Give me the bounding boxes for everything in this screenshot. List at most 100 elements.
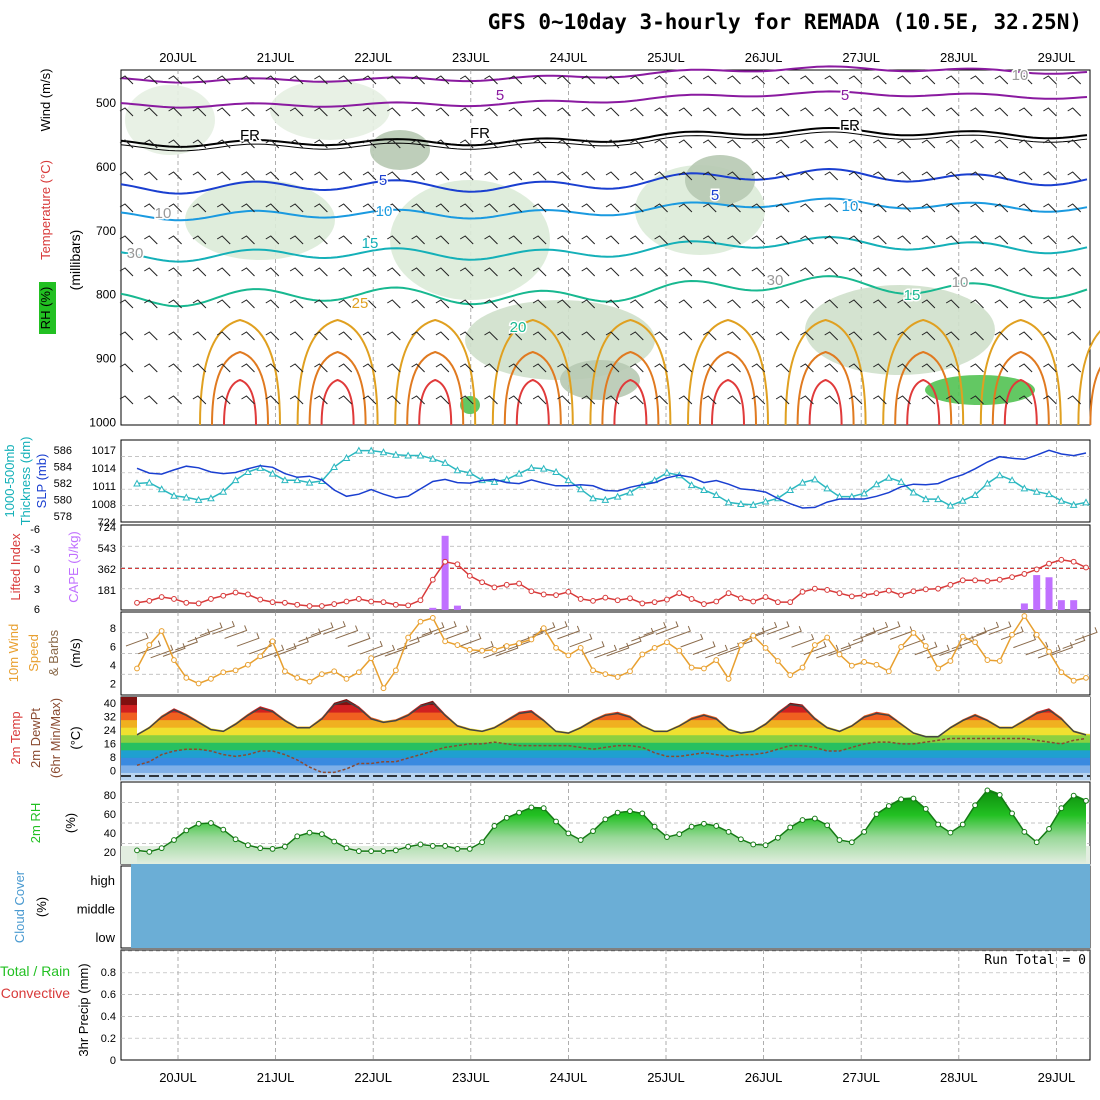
rh-line-point [873,811,880,818]
surface-wind-barb [1000,626,1024,641]
surface-wind-barb [458,633,482,648]
wind-barb [289,331,304,341]
thickness-line-point [355,446,363,454]
wind-speed-line-point [922,643,929,649]
wind-barb [605,171,620,181]
wind-barb [751,331,766,341]
wind-barb [144,107,158,117]
wind-barb [508,363,523,373]
precip-tick: 0 [110,1055,116,1067]
wind-barb [945,171,960,181]
contour-label: 10 [1012,67,1029,84]
thickness-line-point [921,495,930,503]
axis-label: RH (%) [38,287,53,330]
isotherm-30 [406,350,465,426]
lifted-index-line-point [688,596,695,602]
lifted-index-line-point [368,598,375,605]
wind-barb [1067,299,1082,309]
surface-wind-barb [569,633,593,648]
contour-label: 30 [127,245,144,262]
wind-barb [435,107,450,117]
surface-wind-barb [779,626,802,640]
wind-barb [994,235,1009,245]
rh-line-point [898,796,905,803]
rh-line-point [799,817,806,823]
wind-barb [265,267,280,277]
lifted-index-line-point [442,558,449,565]
rh-line-point [972,802,978,809]
wind-barb [387,75,401,85]
axis-label: (%) [63,813,78,833]
wind-barb [192,299,207,309]
wind-barb [1043,363,1057,373]
rh-line-point [306,829,313,836]
wind-barb [144,299,158,309]
temp-tick: 0 [110,766,116,778]
wind-barb [119,203,134,213]
wind-barb [1067,395,1082,405]
wind-barb [654,299,668,309]
wind-barb [411,75,425,85]
wind-barb [654,235,668,245]
pressure-tick: 800 [96,288,116,302]
wind-barb [873,235,887,245]
wind-barb [994,139,1009,149]
wind-barb [873,267,887,277]
wind-barb [484,203,498,213]
rh-shading [685,155,755,205]
wind-barb [435,203,450,213]
rh-line-point [639,810,646,817]
rh-line-point [195,820,202,827]
wind-barb [265,363,280,373]
wind-barb [532,395,547,405]
wind-barb [775,107,790,117]
wind-barb [144,395,158,405]
wind-barb [970,267,984,277]
wind-barb [945,75,960,85]
wind-barb [289,75,304,85]
lifted-index-line-point [1070,558,1077,565]
rh-line-point [269,846,276,852]
day-label-top: 26JUL [745,50,783,65]
wind-barb [216,299,231,309]
contour-label: 20 [510,319,527,336]
wind-barb [1043,299,1057,309]
wind-barb [1043,267,1057,277]
thickness-line-point [182,493,191,501]
wind-barb [338,235,353,245]
contour-label: 5 [379,172,387,189]
wind-barb [630,107,644,117]
rh-line-point [1070,792,1077,799]
lifted-index-line-point [528,588,535,595]
wind-barb [557,139,571,149]
surface-wind-barb [717,642,741,657]
wind-barb [387,139,401,149]
wind-barb [848,107,863,117]
wind-speed-line-point [774,658,781,664]
wind-speed-line-point [479,647,485,654]
wind-speed-line-point [676,647,683,654]
wind-barb [387,363,401,373]
thickness-tick: 586 [54,445,72,457]
thickness-line-point [700,486,708,494]
wind-barb [168,171,182,181]
lifted-index-line-point [614,597,621,604]
wind-barb [921,363,936,373]
rh-tick: 60 [104,809,116,821]
wind-barb [435,139,450,149]
thickness-line-point [133,479,141,487]
wind-barb [775,395,790,405]
wind-barb [192,363,207,373]
lifted-index-line-point [935,585,942,592]
surface-wind-barb [643,621,667,636]
wind-barb [459,395,474,405]
day-label-bottom: 22JUL [354,1070,392,1085]
thickness-line-point [798,478,807,486]
rh-line-point [368,848,375,855]
wind-barb [945,235,960,245]
lifted-index-line-point [676,590,683,597]
wind-barb [1043,139,1057,149]
wind-barb [1067,363,1082,373]
wind-barb [1018,171,1033,181]
wind-barb [605,107,620,117]
